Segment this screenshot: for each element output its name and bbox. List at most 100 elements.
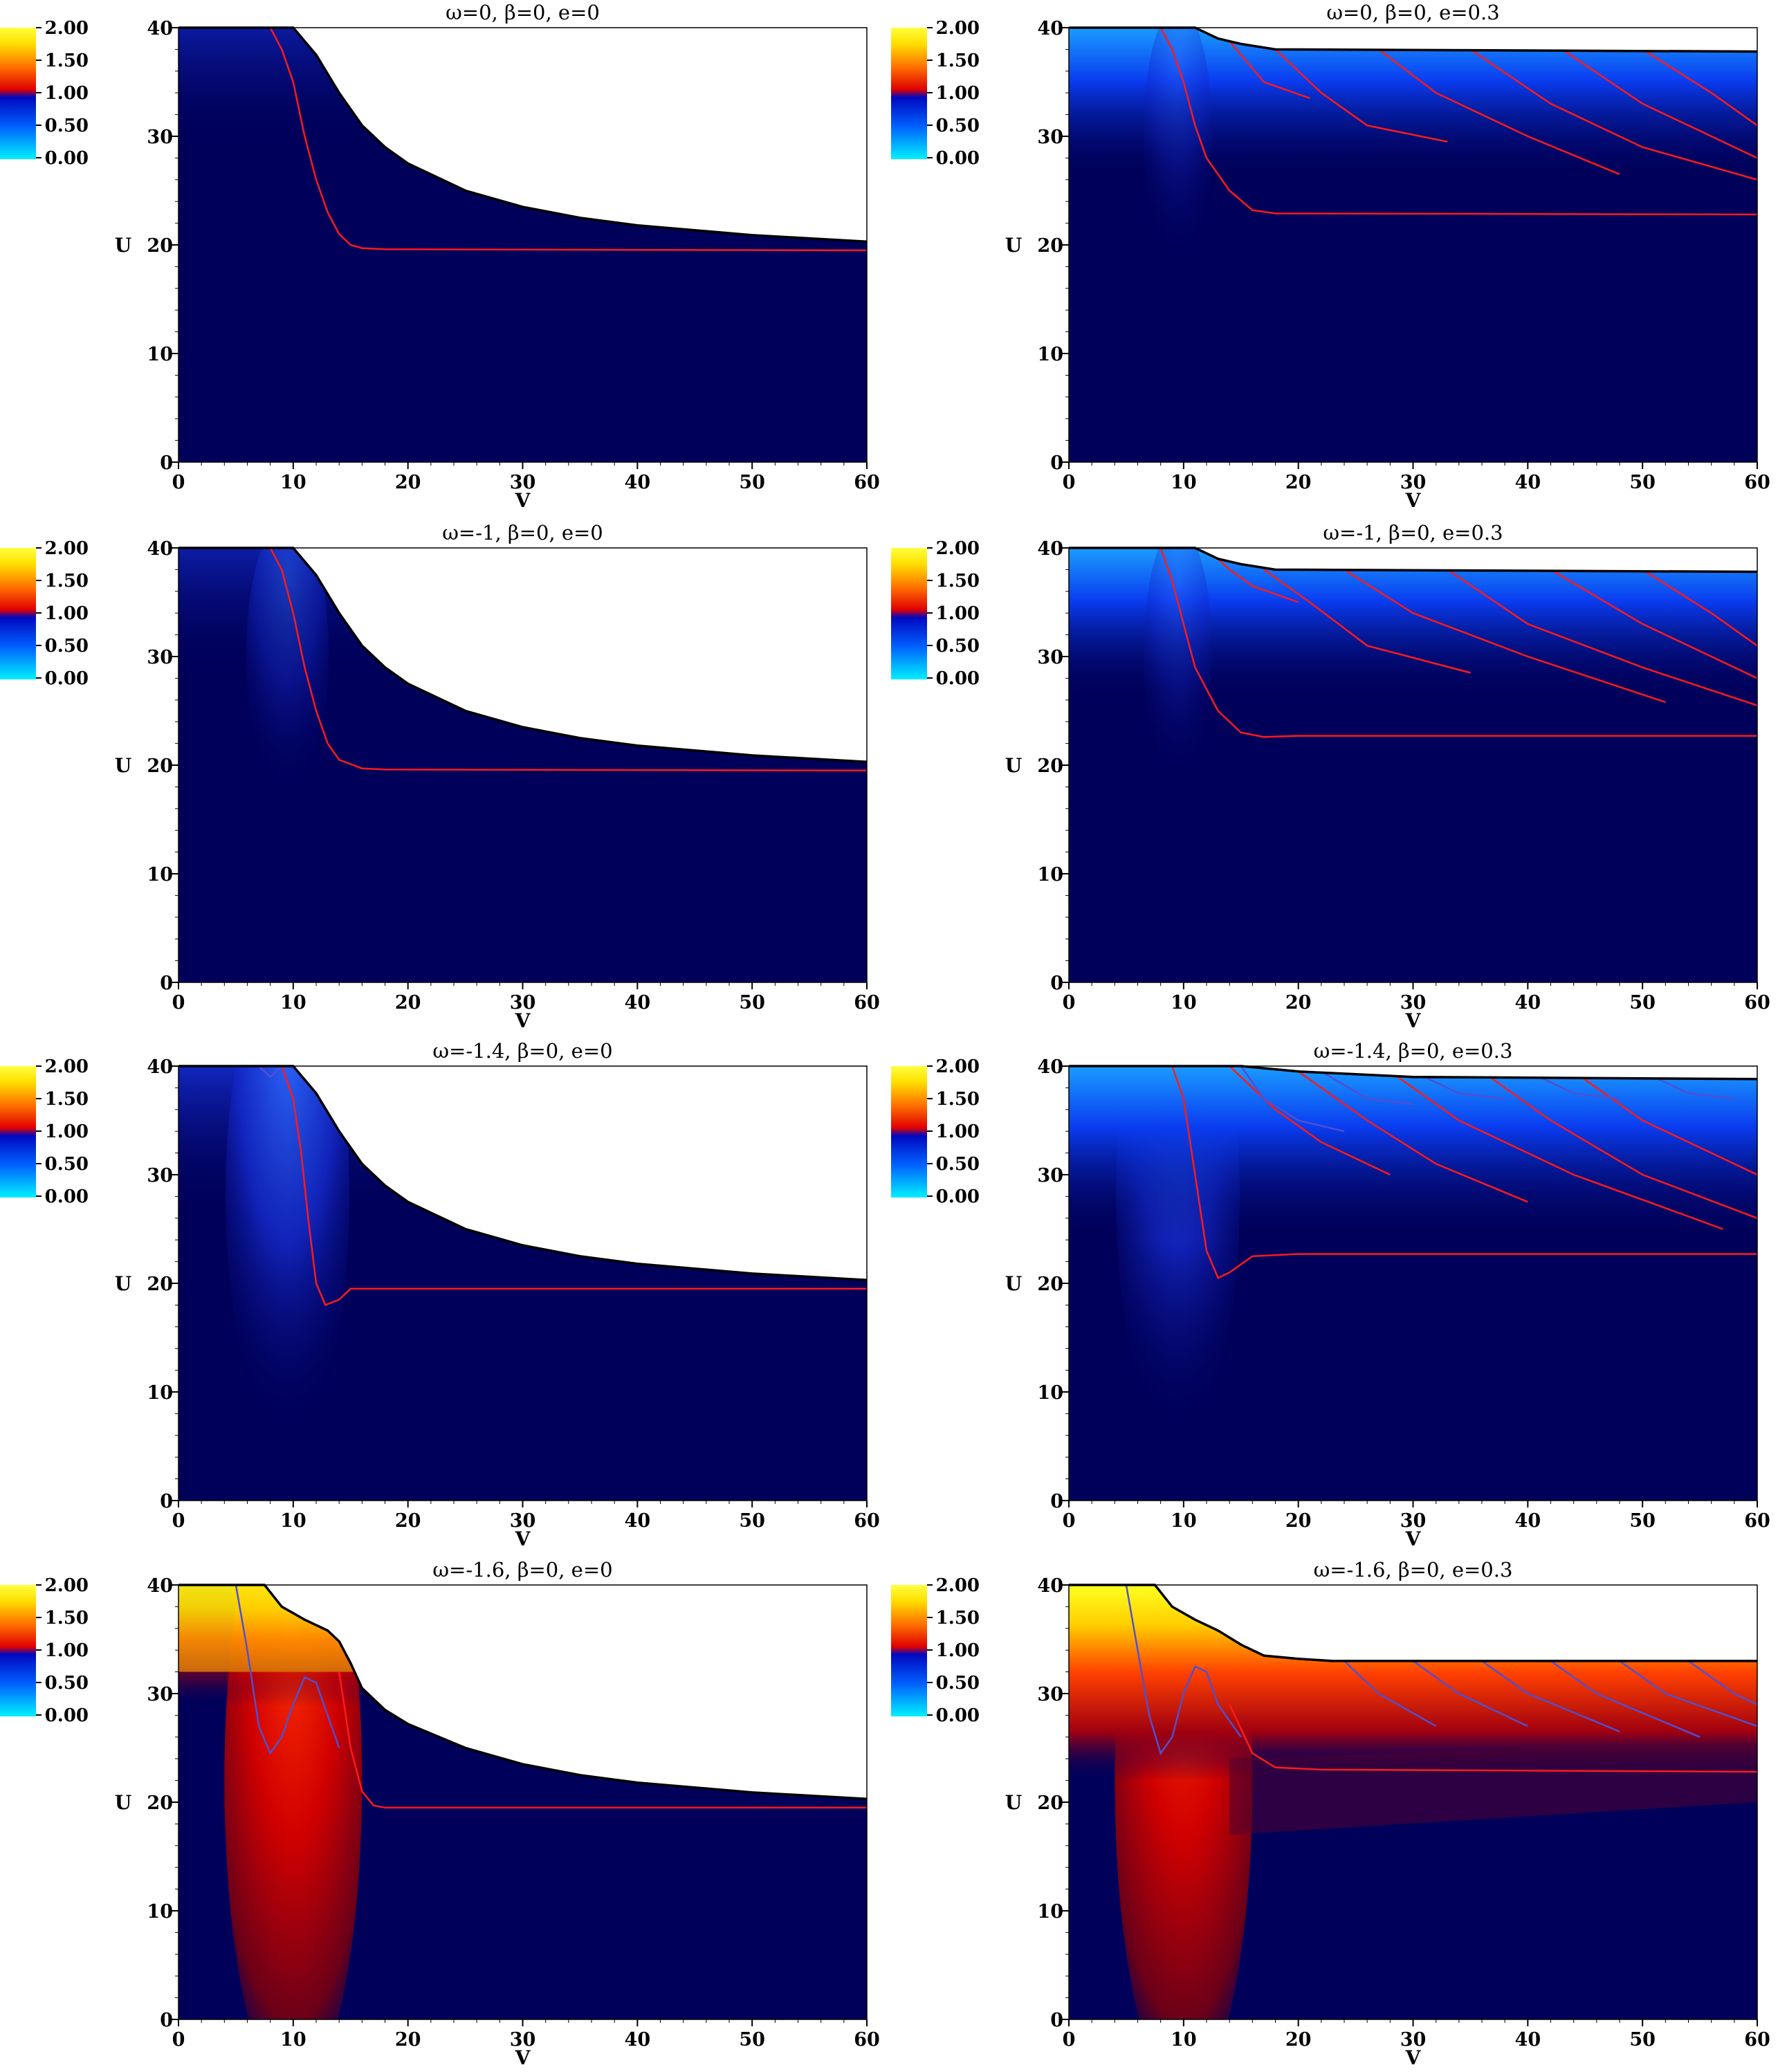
y-tick-label: 0 bbox=[1050, 2010, 1063, 2031]
panel-title: ω=0, β=0, e=0.3 bbox=[1326, 1, 1499, 24]
x-tick-label: 60 bbox=[1744, 1510, 1770, 1532]
y-axis-label: U bbox=[1005, 1272, 1022, 1295]
x-tick-label: 10 bbox=[1171, 1510, 1197, 1532]
contour-line bbox=[1160, 28, 1757, 216]
contour-line bbox=[235, 1585, 340, 1755]
colorbar-tick-label: 1.50 bbox=[45, 51, 89, 71]
contour-line bbox=[338, 1671, 867, 1809]
panel-4: 2.00 1.50 1.00 0.50 0.00 0 10 20 30 40 50 60 0 10 20 30… bbox=[891, 521, 1770, 1032]
colorbar bbox=[891, 548, 927, 679]
x-tick-label: 30 bbox=[510, 1510, 536, 1532]
x-tick-label: 0 bbox=[1063, 1510, 1076, 1532]
panel-3: 2.00 1.50 1.00 0.50 0.00 0 10 20 30 40 50 60 0 10 20 30… bbox=[0, 521, 880, 1032]
panel-title: ω=-1.4, β=0, e=0 bbox=[432, 1039, 612, 1063]
y-tick-label: 20 bbox=[147, 1793, 173, 1814]
x-tick-label: 20 bbox=[395, 472, 421, 493]
contour-line bbox=[1263, 569, 1471, 674]
colorbar-tick-label: 1.00 bbox=[936, 1121, 980, 1142]
x-tick-label: 60 bbox=[854, 472, 880, 493]
colorbar bbox=[0, 28, 36, 159]
y-tick-label: 30 bbox=[1037, 1165, 1063, 1186]
y-tick-label: 30 bbox=[1037, 1684, 1063, 1705]
y-tick-label: 40 bbox=[147, 18, 173, 39]
contour-line bbox=[1481, 1070, 1757, 1219]
y-tick-label: 20 bbox=[1037, 755, 1063, 777]
panel-8: 2.00 1.50 1.00 0.50 0.00 0 10 20 30 40 50 60 0 10 20 30… bbox=[891, 1558, 1770, 2069]
colorbar-tick-label: 1.00 bbox=[45, 603, 89, 624]
panel-title: ω=-1, β=0, e=0 bbox=[442, 521, 603, 544]
x-tick-label: 30 bbox=[1400, 992, 1427, 1014]
panel-6: 2.00 1.50 1.00 0.50 0.00 0 10 20 30 40 50 60 0 10 20 30… bbox=[891, 1039, 1770, 1550]
contour-line bbox=[1619, 1660, 1757, 1727]
colorbar-tick-label: 1.00 bbox=[45, 1121, 89, 1142]
x-tick-label: 50 bbox=[1629, 992, 1656, 1014]
y-tick-label: 10 bbox=[147, 1382, 173, 1404]
y-tick-label: 0 bbox=[1050, 452, 1063, 474]
colorbar-tick-label: 0.50 bbox=[936, 116, 980, 136]
y-tick-label: 40 bbox=[147, 1056, 173, 1078]
x-tick-label: 40 bbox=[625, 472, 651, 493]
x-tick-label: 10 bbox=[1171, 992, 1197, 1014]
colorbar-tick-label: 1.00 bbox=[936, 603, 980, 624]
y-axis-label: U bbox=[1005, 1791, 1022, 1814]
y-tick-label: 30 bbox=[147, 647, 173, 668]
boundary-line bbox=[178, 547, 868, 764]
x-tick-label: 20 bbox=[1285, 472, 1312, 493]
x-tick-label: 30 bbox=[1400, 1510, 1427, 1532]
contour-line bbox=[1389, 1070, 1723, 1230]
x-tick-label: 10 bbox=[1171, 2029, 1197, 2051]
colorbar-tick-label: 0.00 bbox=[45, 1705, 89, 1726]
y-tick-label: 40 bbox=[1037, 1575, 1063, 1597]
x-axis-label: V bbox=[1405, 1009, 1422, 1032]
colorbar-tick-label: 0.00 bbox=[936, 1186, 980, 1207]
colorbar-tick-label: 0.50 bbox=[45, 1154, 89, 1175]
y-axis-label: U bbox=[115, 754, 131, 777]
y-tick-label: 0 bbox=[160, 973, 173, 994]
contour-line bbox=[1469, 48, 1757, 181]
x-tick-label: 10 bbox=[280, 1510, 306, 1532]
x-tick-label: 20 bbox=[395, 992, 421, 1014]
colorbar-tick-label: 1.50 bbox=[45, 1089, 89, 1110]
colorbar bbox=[0, 1585, 36, 1716]
colorbar-tick-label: 2.00 bbox=[936, 1056, 980, 1077]
y-tick-label: 10 bbox=[1037, 1382, 1063, 1404]
y-tick-label: 20 bbox=[147, 235, 173, 257]
colorbar bbox=[0, 548, 36, 679]
colorbar-tick-label: 1.00 bbox=[936, 83, 980, 104]
colorbar-tick-label: 2.00 bbox=[936, 18, 980, 39]
y-tick-label: 40 bbox=[1037, 18, 1063, 39]
colorbar-tick-label: 0.00 bbox=[936, 668, 980, 689]
contour-line bbox=[1561, 48, 1757, 159]
x-tick-label: 50 bbox=[739, 2029, 765, 2051]
colorbar-tick-label: 1.00 bbox=[45, 1640, 89, 1661]
colorbar-tick-label: 2.00 bbox=[45, 538, 89, 559]
panel-1: 2.00 1.50 1.00 0.50 0.00 0 10 20 30 40 50 60 0 10 20 30… bbox=[0, 1, 880, 512]
colorbar-tick-label: 2.00 bbox=[45, 18, 89, 39]
boundary-line bbox=[178, 1584, 868, 1801]
x-tick-label: 10 bbox=[280, 992, 306, 1014]
y-tick-label: 40 bbox=[1037, 1056, 1063, 1078]
colorbar-tick-label: 0.50 bbox=[936, 1673, 980, 1694]
colorbar-tick-label: 0.50 bbox=[45, 636, 89, 657]
x-tick-label: 60 bbox=[1744, 992, 1770, 1014]
x-tick-label: 10 bbox=[280, 472, 306, 493]
panel-title: ω=-1.6, β=0, e=0 bbox=[432, 1558, 612, 1581]
x-tick-label: 30 bbox=[510, 992, 536, 1014]
y-tick-label: 0 bbox=[1050, 1491, 1063, 1512]
y-axis-label: U bbox=[115, 1272, 131, 1295]
panel-2: 2.00 1.50 1.00 0.50 0.00 0 10 20 30 40 50 60 0 10 20 30… bbox=[891, 1, 1770, 512]
colorbar-tick-label: 0.50 bbox=[45, 116, 89, 136]
colorbar-tick-label: 0.00 bbox=[45, 1186, 89, 1207]
colorbar-tick-label: 2.00 bbox=[45, 1575, 89, 1596]
contour-line bbox=[1240, 1066, 1345, 1133]
y-tick-label: 10 bbox=[147, 344, 173, 365]
y-tick-label: 30 bbox=[147, 127, 173, 148]
colorbar-tick-label: 0.50 bbox=[45, 1673, 89, 1694]
x-tick-label: 50 bbox=[1629, 1510, 1656, 1532]
x-tick-label: 0 bbox=[172, 2029, 185, 2051]
y-tick-label: 0 bbox=[160, 2010, 173, 2031]
x-tick-label: 0 bbox=[1063, 2029, 1076, 2051]
panel-7: 2.00 1.50 1.00 0.50 0.00 0 10 20 30 40 50 60 0 10 20 30… bbox=[0, 1558, 880, 2069]
y-tick-label: 0 bbox=[160, 452, 173, 474]
contour-line bbox=[1344, 569, 1666, 704]
